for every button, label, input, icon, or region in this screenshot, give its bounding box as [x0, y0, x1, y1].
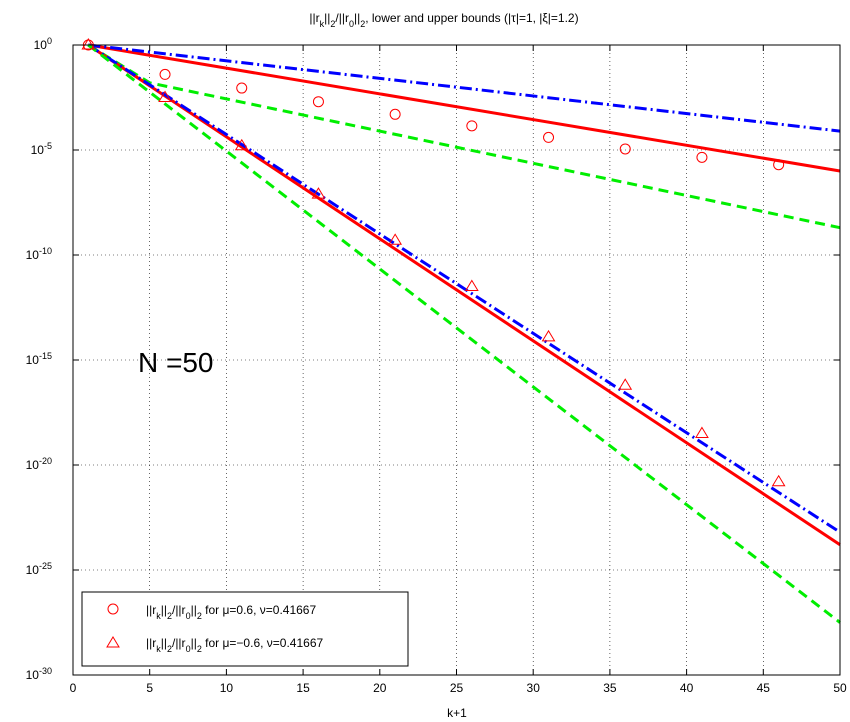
x-tick-label: 35	[603, 681, 617, 695]
legend-label: ||rk||2/||r0||2 for μ=0.6, ν=0.41667	[146, 603, 316, 621]
series-line	[88, 43, 841, 133]
data-point	[771, 474, 786, 487]
data-point	[81, 38, 96, 50]
data-point	[543, 131, 555, 143]
data-point	[312, 96, 324, 108]
series-line	[87, 43, 841, 547]
x-tick-label: 25	[450, 681, 464, 695]
data-point	[696, 151, 708, 163]
data-point	[159, 68, 171, 80]
x-tick-label: 0	[70, 681, 77, 695]
data-point	[618, 378, 633, 390]
triangle-marker-icon	[106, 636, 120, 648]
annotation-n: N =50	[138, 347, 214, 378]
grid-lines	[73, 45, 840, 675]
x-tick-label: 15	[296, 681, 310, 695]
y-tick-label: 10-10	[26, 246, 52, 262]
legend-label: ||rk||2/||r0||2 for μ=−0.6, ν=0.41667	[146, 636, 323, 654]
chart-title: ||rk||2/||r0||2, lower and upper bounds …	[309, 11, 578, 29]
x-tick-label: 20	[373, 681, 387, 695]
y-tick-label: 10-20	[26, 456, 52, 472]
data-point	[695, 426, 709, 438]
x-tick-label: 30	[527, 681, 541, 695]
legend-entry-mu-negative: ||rk||2/||r0||2 for μ=−0.6, ν=0.41667	[106, 636, 323, 654]
x-tick-label: 45	[757, 681, 771, 695]
data-point	[388, 233, 403, 245]
data-point	[158, 90, 172, 102]
data-point	[466, 120, 478, 132]
y-tick-label: 10-15	[26, 351, 52, 367]
x-axis-label: k+1	[447, 706, 467, 720]
series-line	[87, 43, 841, 230]
legend-box	[81, 591, 409, 667]
legend: ||rk||2/||r0||2 for μ=0.6, ν=0.41667 ||r…	[81, 591, 409, 667]
series-line	[87, 43, 841, 534]
data-point	[464, 279, 479, 291]
circle-marker-icon	[107, 603, 119, 615]
y-tick-label: 10-25	[26, 561, 52, 577]
x-tick-label: 40	[680, 681, 694, 695]
x-tick-label: 50	[833, 681, 847, 695]
data-point	[619, 143, 631, 155]
x-tick-label: 10	[220, 681, 234, 695]
y-tick-label: 10-5	[31, 141, 52, 157]
legend-entry-mu-positive: ||rk||2/||r0||2 for μ=0.6, ν=0.41667	[107, 603, 316, 621]
series-markers	[81, 38, 786, 487]
y-tick-label: 100	[34, 36, 52, 52]
series-line	[87, 43, 841, 624]
data-point	[389, 108, 401, 120]
data-point	[236, 82, 248, 94]
x-axis: 0 5 10 15 20 25 30 35 40 45 50	[70, 45, 847, 695]
data-point	[541, 329, 556, 342]
y-tick-label: 10-30	[26, 666, 52, 682]
data-point	[773, 159, 785, 171]
data-point	[311, 187, 326, 199]
y-axis: 100 10-5 10-10 10-15 10-20 10-25 10-30	[26, 36, 840, 682]
series-line	[88, 43, 841, 173]
x-tick-label: 5	[146, 681, 153, 695]
series-lines	[87, 43, 841, 624]
data-point	[234, 138, 249, 151]
